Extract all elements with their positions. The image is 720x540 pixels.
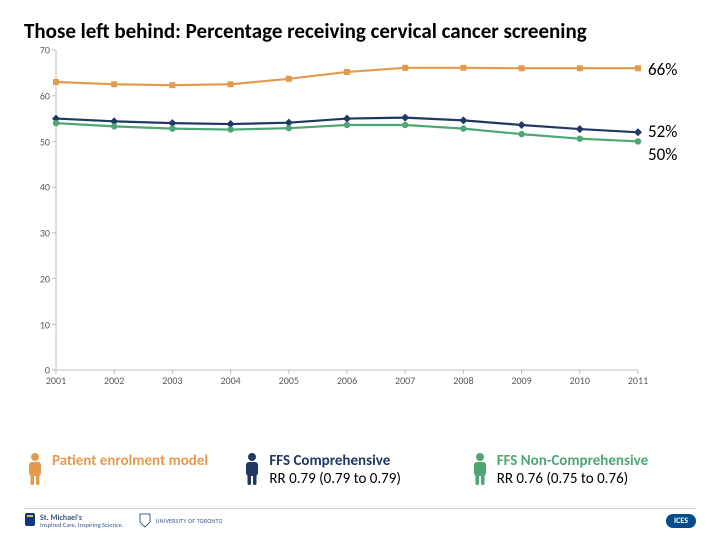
x-tick: 2008 — [453, 374, 473, 387]
legend-label: FFS Comprehensive — [269, 452, 401, 470]
person-icon — [241, 452, 263, 486]
x-tick: 2004 — [220, 374, 240, 387]
footer-org1-tag: Inspired Care. Inspiring Science. — [40, 522, 124, 529]
x-tick: 2005 — [279, 374, 299, 387]
y-tick: 10 — [36, 318, 50, 331]
series-end-label: 66% — [648, 59, 677, 80]
legend-sub: RR 0.79 (0.79 to 0.79) — [269, 470, 401, 488]
x-tick: 2006 — [337, 374, 357, 387]
shield-icon — [24, 512, 36, 530]
y-tick: 30 — [36, 227, 50, 240]
footer-divider — [24, 508, 696, 509]
y-tick: 60 — [36, 89, 50, 102]
x-tick: 2010 — [570, 374, 590, 387]
series-end-label: 50% — [648, 144, 677, 165]
y-tick: 20 — [36, 272, 50, 285]
plot-area — [56, 50, 638, 370]
x-tick: 2007 — [395, 374, 415, 387]
legend-item: FFS ComprehensiveRR 0.79 (0.79 to 0.79) — [241, 452, 468, 488]
x-tick: 2002 — [104, 374, 124, 387]
chart: 010203040506070 200120022003200420052006… — [24, 50, 696, 390]
title-bold: cervical cancer screening — [371, 18, 587, 44]
legend-item: FFS Non-ComprehensiveRR 0.76 (0.75 to 0.… — [469, 452, 696, 488]
y-tick: 40 — [36, 181, 50, 194]
legend-item: Patient enrolment model — [24, 452, 241, 488]
legend-text: Patient enrolment model — [52, 452, 208, 470]
person-icon — [24, 452, 46, 486]
ices-badge: ICES — [666, 514, 696, 528]
y-tick: 50 — [36, 135, 50, 148]
legend-text: FFS Non-ComprehensiveRR 0.76 (0.75 to 0.… — [497, 452, 648, 488]
crest-icon — [138, 512, 152, 530]
series-end-label: 52% — [648, 121, 677, 142]
title-prefix: Those left behind: Percentage receiving — [24, 18, 371, 44]
legend-label: FFS Non-Comprehensive — [497, 452, 648, 470]
legend: Patient enrolment model FFS Comprehensive… — [24, 452, 696, 488]
footer-org2: UNIVERSITY OF TORONTO — [156, 518, 223, 524]
page-title: Those left behind: Percentage receiving … — [24, 18, 696, 44]
x-tick: 2001 — [46, 374, 66, 387]
x-tick: 2003 — [162, 374, 182, 387]
x-tick: 2011 — [628, 374, 648, 387]
footer-logos: St. Michael's Inspired Care. Inspiring S… — [24, 512, 223, 530]
person-icon — [469, 452, 491, 486]
legend-label: Patient enrolment model — [52, 452, 208, 470]
x-tick: 2009 — [511, 374, 531, 387]
legend-sub: RR 0.76 (0.75 to 0.76) — [497, 470, 648, 488]
legend-text: FFS ComprehensiveRR 0.79 (0.79 to 0.79) — [269, 452, 401, 488]
y-tick: 70 — [36, 44, 50, 57]
